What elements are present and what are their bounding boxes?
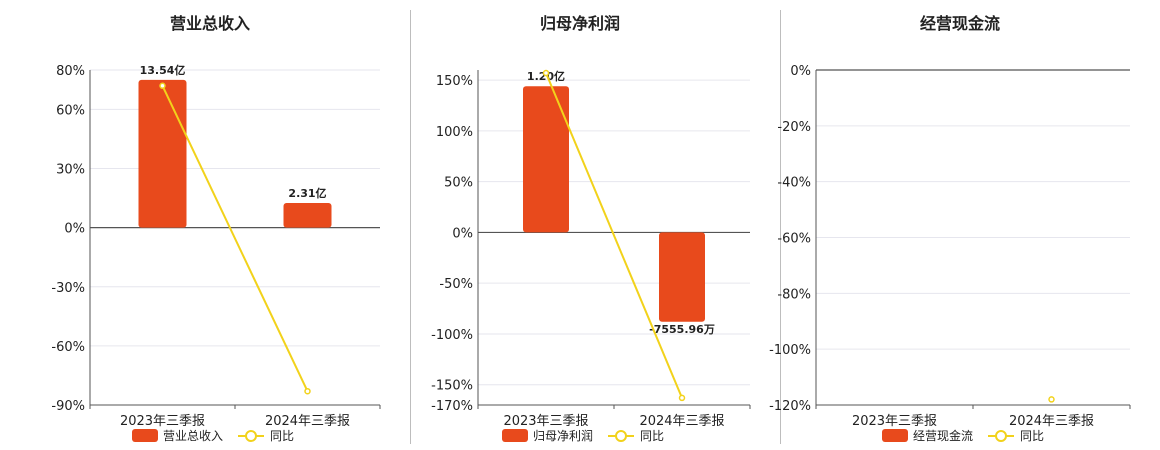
y-tick-label: 50% (444, 176, 473, 191)
y-tick-label: -60% (51, 340, 85, 355)
yoy-point (159, 82, 166, 90)
y-tick-label: 100% (436, 125, 473, 140)
y-tick-label: 0% (64, 222, 85, 237)
bar (138, 79, 187, 228)
panel-divider (410, 10, 411, 444)
bar (283, 203, 332, 228)
legend-bar-label: 营业总收入 (163, 429, 223, 443)
y-tick-label: -100% (431, 328, 473, 343)
legend-bar-swatch (132, 429, 158, 442)
y-tick-label: -170% (431, 399, 473, 414)
y-tick-label: -20% (777, 120, 811, 135)
yoy-line (545, 72, 683, 399)
y-tick-label: -150% (431, 379, 473, 394)
legend-line-label: 同比 (1020, 429, 1044, 443)
x-tick-label: 2024年三季报 (639, 414, 724, 429)
x-tick-label: 2023年三季报 (120, 414, 205, 429)
y-tick-label: -40% (777, 176, 811, 191)
y-tick-label: -80% (777, 287, 811, 302)
bar-data-label: -7555.96万 (649, 323, 715, 336)
chart-title: 经营现金流 (920, 14, 1000, 33)
bar (523, 86, 569, 233)
y-tick-label: 30% (56, 163, 85, 178)
bar (659, 232, 705, 322)
chart-panel-cash-flow: 经营现金流 0% -20% -40% -60% -80% -100% -120% 2023年三季… (769, 0, 1160, 450)
chart-title: 归母净利润 (540, 14, 620, 33)
x-tick-label: 2024年三季报 (265, 414, 350, 429)
y-tick-label: -50% (439, 277, 473, 292)
yoy-point (678, 394, 686, 402)
y-tick-label: -60% (777, 232, 811, 247)
legend-bar-swatch (882, 429, 908, 442)
y-tick-label: -30% (51, 281, 85, 296)
legend-bar-swatch (502, 429, 528, 442)
x-tick-label: 2023年三季报 (503, 414, 588, 429)
y-tick-label: -120% (769, 399, 811, 414)
y-tick-label: 0% (790, 64, 811, 79)
panel-divider (780, 10, 781, 444)
legend-line-marker (245, 430, 257, 442)
yoy-line (161, 85, 309, 392)
y-tick-label: 150% (436, 74, 473, 89)
chart-title: 营业总收入 (170, 14, 250, 33)
chart-svg: 营业总收入 80% 60% 30% 0% -30% -60% -90% 13.54亿 2.31亿 2… (51, 14, 381, 443)
legend-line-marker (995, 430, 1007, 442)
yoy-point (542, 69, 550, 77)
x-tick-label: 2024年三季报 (1009, 414, 1094, 429)
legend-bar-label: 经营现金流 (913, 428, 973, 443)
bar-data-label: 2.31亿 (288, 186, 326, 200)
legend-line-label: 同比 (270, 429, 294, 443)
legend-line-label: 同比 (640, 429, 664, 443)
y-tick-label: 80% (56, 64, 85, 79)
chart-svg: 归母净利润150%100%50%0%-50%-100%-150%-170%1.2… (431, 14, 751, 443)
chart-panel-net-profit: 归母净利润 150% 100% 50% 0% -50% -100% -150% -170% 1.2… (412, 0, 778, 450)
bar-data-label: 13.54亿 (140, 63, 186, 77)
yoy-point (1048, 396, 1055, 403)
y-tick-label: 60% (56, 103, 85, 118)
yoy-point (304, 387, 311, 395)
y-tick-label: 0% (452, 226, 473, 241)
chart-panel-revenue: 营业总收入 80% 60% 30% 0% -30% -60% -90% 13.54亿 2.31亿 2… (0, 0, 400, 450)
legend-line-marker (615, 430, 627, 442)
y-tick-label: -90% (51, 399, 85, 414)
chart-svg: 经营现金流 0% -20% -40% -60% -80% -100% -120% 2023年三季… (769, 14, 1131, 443)
y-tick-label: -100% (769, 343, 811, 358)
x-tick-label: 2023年三季报 (852, 414, 937, 429)
legend-bar-label: 归母净利润 (533, 429, 593, 443)
